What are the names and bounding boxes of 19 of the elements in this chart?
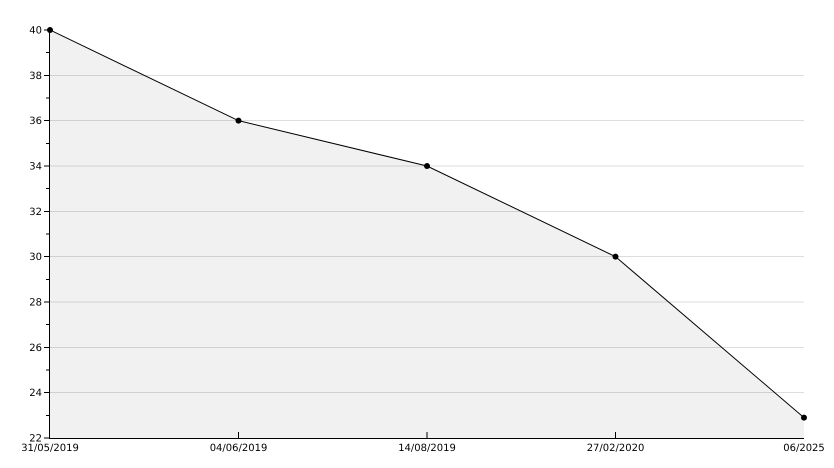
point [236,118,242,124]
y-tick-label: 22 [29,434,42,444]
point [424,163,430,169]
x-tick-label: 04/06/2019 [210,443,268,454]
point [801,414,807,421]
y-tick-label: 30 [29,252,42,264]
x-tick-label: 14/08/2019 [398,443,456,454]
y-tick-label: 26 [29,342,42,354]
x-tick-label: 31/05/2019 [21,443,79,454]
y-tick-label: 36 [29,116,42,128]
x-tick-label: 06/2025 [783,443,825,454]
y-tick-label: 40 [29,26,42,36]
x-tick-label: 27/02/2020 [586,443,644,454]
y-tick-label: 38 [29,70,42,82]
y-tick-label: 28 [29,298,42,308]
y-tick-label: 32 [29,206,42,218]
y-tick-label: 34 [29,162,42,172]
point [612,254,618,260]
y-tick-label: 24 [29,388,42,400]
